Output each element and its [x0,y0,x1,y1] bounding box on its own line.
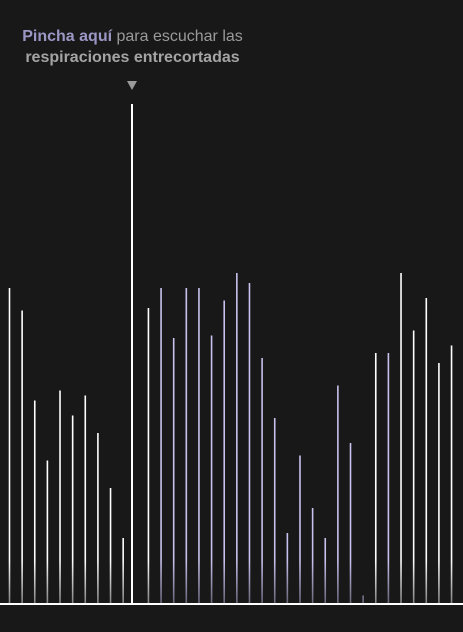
caption-text: para escuchar las [112,28,243,45]
pointer-down-icon [127,81,137,90]
listen-caption: Pincha aquí para escuchar las respiracio… [0,26,265,68]
listen-link[interactable]: Pincha aquí [22,28,113,45]
audio-marker-line[interactable] [131,104,133,604]
caption-bold-text: respiraciones entrecortadas [25,49,240,66]
baseline [0,603,463,605]
